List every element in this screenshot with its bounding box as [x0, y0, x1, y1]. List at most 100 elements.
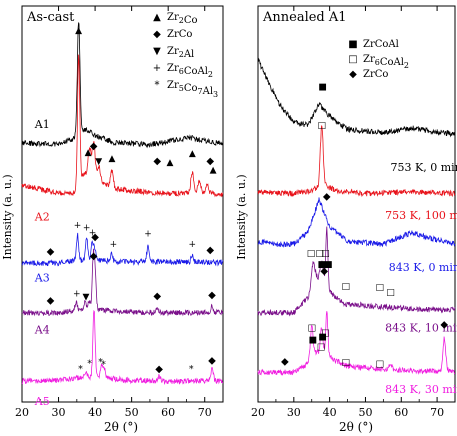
peak-marker: □	[307, 324, 316, 334]
series-label-843-k-10-min: 843 K, 10 min	[385, 322, 457, 335]
series-label-a1: A1	[34, 118, 50, 131]
series-label-a5: A5	[34, 395, 50, 408]
series-line-753-k-100-min	[257, 125, 456, 198]
series-label-843-k-0-min: 843 K, 0 min	[389, 261, 457, 274]
peak-marker: *	[189, 365, 194, 375]
peak-marker: □	[317, 121, 326, 131]
x-tick-label: 50	[125, 406, 139, 419]
peak-marker: □	[315, 249, 324, 259]
peak-marker: ◆	[206, 156, 214, 167]
peak-marker: ◆	[323, 192, 331, 203]
series-line-753-k-0-min	[257, 57, 456, 138]
x-tick-label: 40	[88, 406, 102, 419]
x-tick-label: 50	[358, 406, 372, 419]
peak-marker: +	[110, 240, 118, 250]
peak-marker: +	[189, 240, 197, 250]
peak-marker: ▲	[108, 154, 115, 164]
peak-marker: □	[341, 358, 350, 368]
legend-symbol: ▼	[153, 46, 161, 57]
peak-marker: ◆	[47, 246, 55, 257]
peak-marker: *	[78, 365, 83, 375]
peak-marker: □	[321, 328, 330, 338]
panel-title: As-cast	[26, 10, 75, 25]
peak-marker: ■	[317, 260, 326, 270]
peak-marker: +	[83, 223, 91, 233]
series-label-753-k-0-min: 753 K, 0 min	[391, 161, 457, 174]
peak-marker: ▼	[95, 157, 102, 167]
legend-symbol: ■	[348, 39, 357, 50]
x-tick-label: 60	[161, 406, 175, 419]
peak-marker: ▲	[189, 149, 196, 159]
peak-marker: ◆	[90, 141, 98, 152]
peak-marker: ◆	[91, 232, 99, 243]
peak-marker: ◆	[90, 251, 98, 262]
series-line-a1	[21, 22, 224, 149]
panel-annealed-a1: 20 30 40 50 60 70 Annealed A1 753 K, 0 min 753 K…	[251, 5, 457, 419]
peak-marker: ◆	[47, 296, 55, 307]
x-tick-label: 20	[251, 406, 265, 419]
peak-marker: □	[317, 343, 326, 353]
series-label-843-k-30-min: 843 K, 30 min	[385, 383, 457, 396]
legend-label-zrcoal: ZrCoAl	[363, 39, 399, 50]
peak-marker: +	[73, 290, 81, 300]
legend-label-zr6coal2: Zr6CoAl2	[363, 54, 409, 70]
peak-marker: ◆	[155, 364, 163, 375]
peak-marker: ■	[318, 332, 327, 342]
legend-label-zrco: ZrCo	[167, 29, 192, 40]
peak-marker: +	[74, 221, 82, 231]
series-line-a3	[21, 232, 224, 267]
peak-marker: *	[98, 358, 103, 368]
peak-marker: +	[144, 229, 152, 239]
legend-label-zr2al: Zr2Al	[167, 46, 194, 60]
x-axis-label-right: 2θ (°)	[339, 420, 373, 434]
x-tick-label: 70	[430, 406, 444, 419]
peak-marker: □	[321, 249, 330, 259]
peak-marker: ▲	[75, 26, 82, 36]
legend-symbol: ◆	[153, 29, 161, 40]
peak-marker: □	[341, 282, 350, 292]
peak-marker: ▲	[167, 158, 174, 168]
series-label-a3: A3	[34, 272, 50, 285]
legend-label-zr5co7al3: Zr5Co7Al3	[167, 80, 218, 99]
peak-marker: ◆	[281, 356, 289, 367]
series-label-a2: A2	[34, 210, 50, 223]
peak-marker: ◆	[153, 291, 161, 302]
peak-marker: *	[87, 359, 92, 369]
legend-label-zr6coal2: Zr6CoAl2	[167, 63, 213, 79]
legend-symbol: ▲	[153, 12, 161, 23]
y-axis-label-left: Intensity (a. u.)	[1, 174, 14, 259]
series-label-a4: A4	[34, 324, 50, 337]
peak-marker: ◆	[206, 245, 214, 256]
series-line-a5	[21, 309, 224, 386]
x-tick-label: 60	[394, 406, 408, 419]
legend-symbol: *	[155, 80, 160, 91]
x-tick-label: 40	[323, 406, 337, 419]
legend-symbol: ◆	[349, 69, 357, 80]
peak-marker: ▼	[82, 293, 89, 303]
legend-label-zr2co: Zr2Co	[167, 12, 198, 26]
series-line-843-k-10-min	[257, 226, 456, 317]
legend-symbol: +	[153, 63, 161, 74]
peak-marker: □	[376, 283, 385, 293]
peak-marker: ▲	[210, 166, 217, 176]
peak-marker: ◆	[440, 320, 448, 331]
peak-marker: ◆	[208, 355, 216, 366]
plot-frame	[257, 5, 456, 403]
peak-marker: *	[101, 360, 106, 370]
legend-symbol: □	[348, 54, 357, 65]
legend-label-zrco: ZrCo	[363, 69, 388, 80]
x-tick-label: 30	[287, 406, 301, 419]
peak-marker: ▲	[85, 148, 92, 158]
plot-frame	[21, 5, 224, 403]
series-line-843-k-0-min	[257, 197, 456, 248]
peak-marker: □	[376, 359, 385, 369]
peak-marker: ◆	[320, 266, 328, 277]
peak-marker: □	[386, 288, 395, 298]
series-line-a4	[21, 248, 224, 317]
y-axis-label-right: Intensity (a. u.)	[235, 174, 248, 259]
series-label-753-k-100-min: 753 K, 100 min	[385, 209, 457, 222]
x-tick-label: 20	[15, 406, 29, 419]
peak-marker: □	[307, 249, 316, 259]
